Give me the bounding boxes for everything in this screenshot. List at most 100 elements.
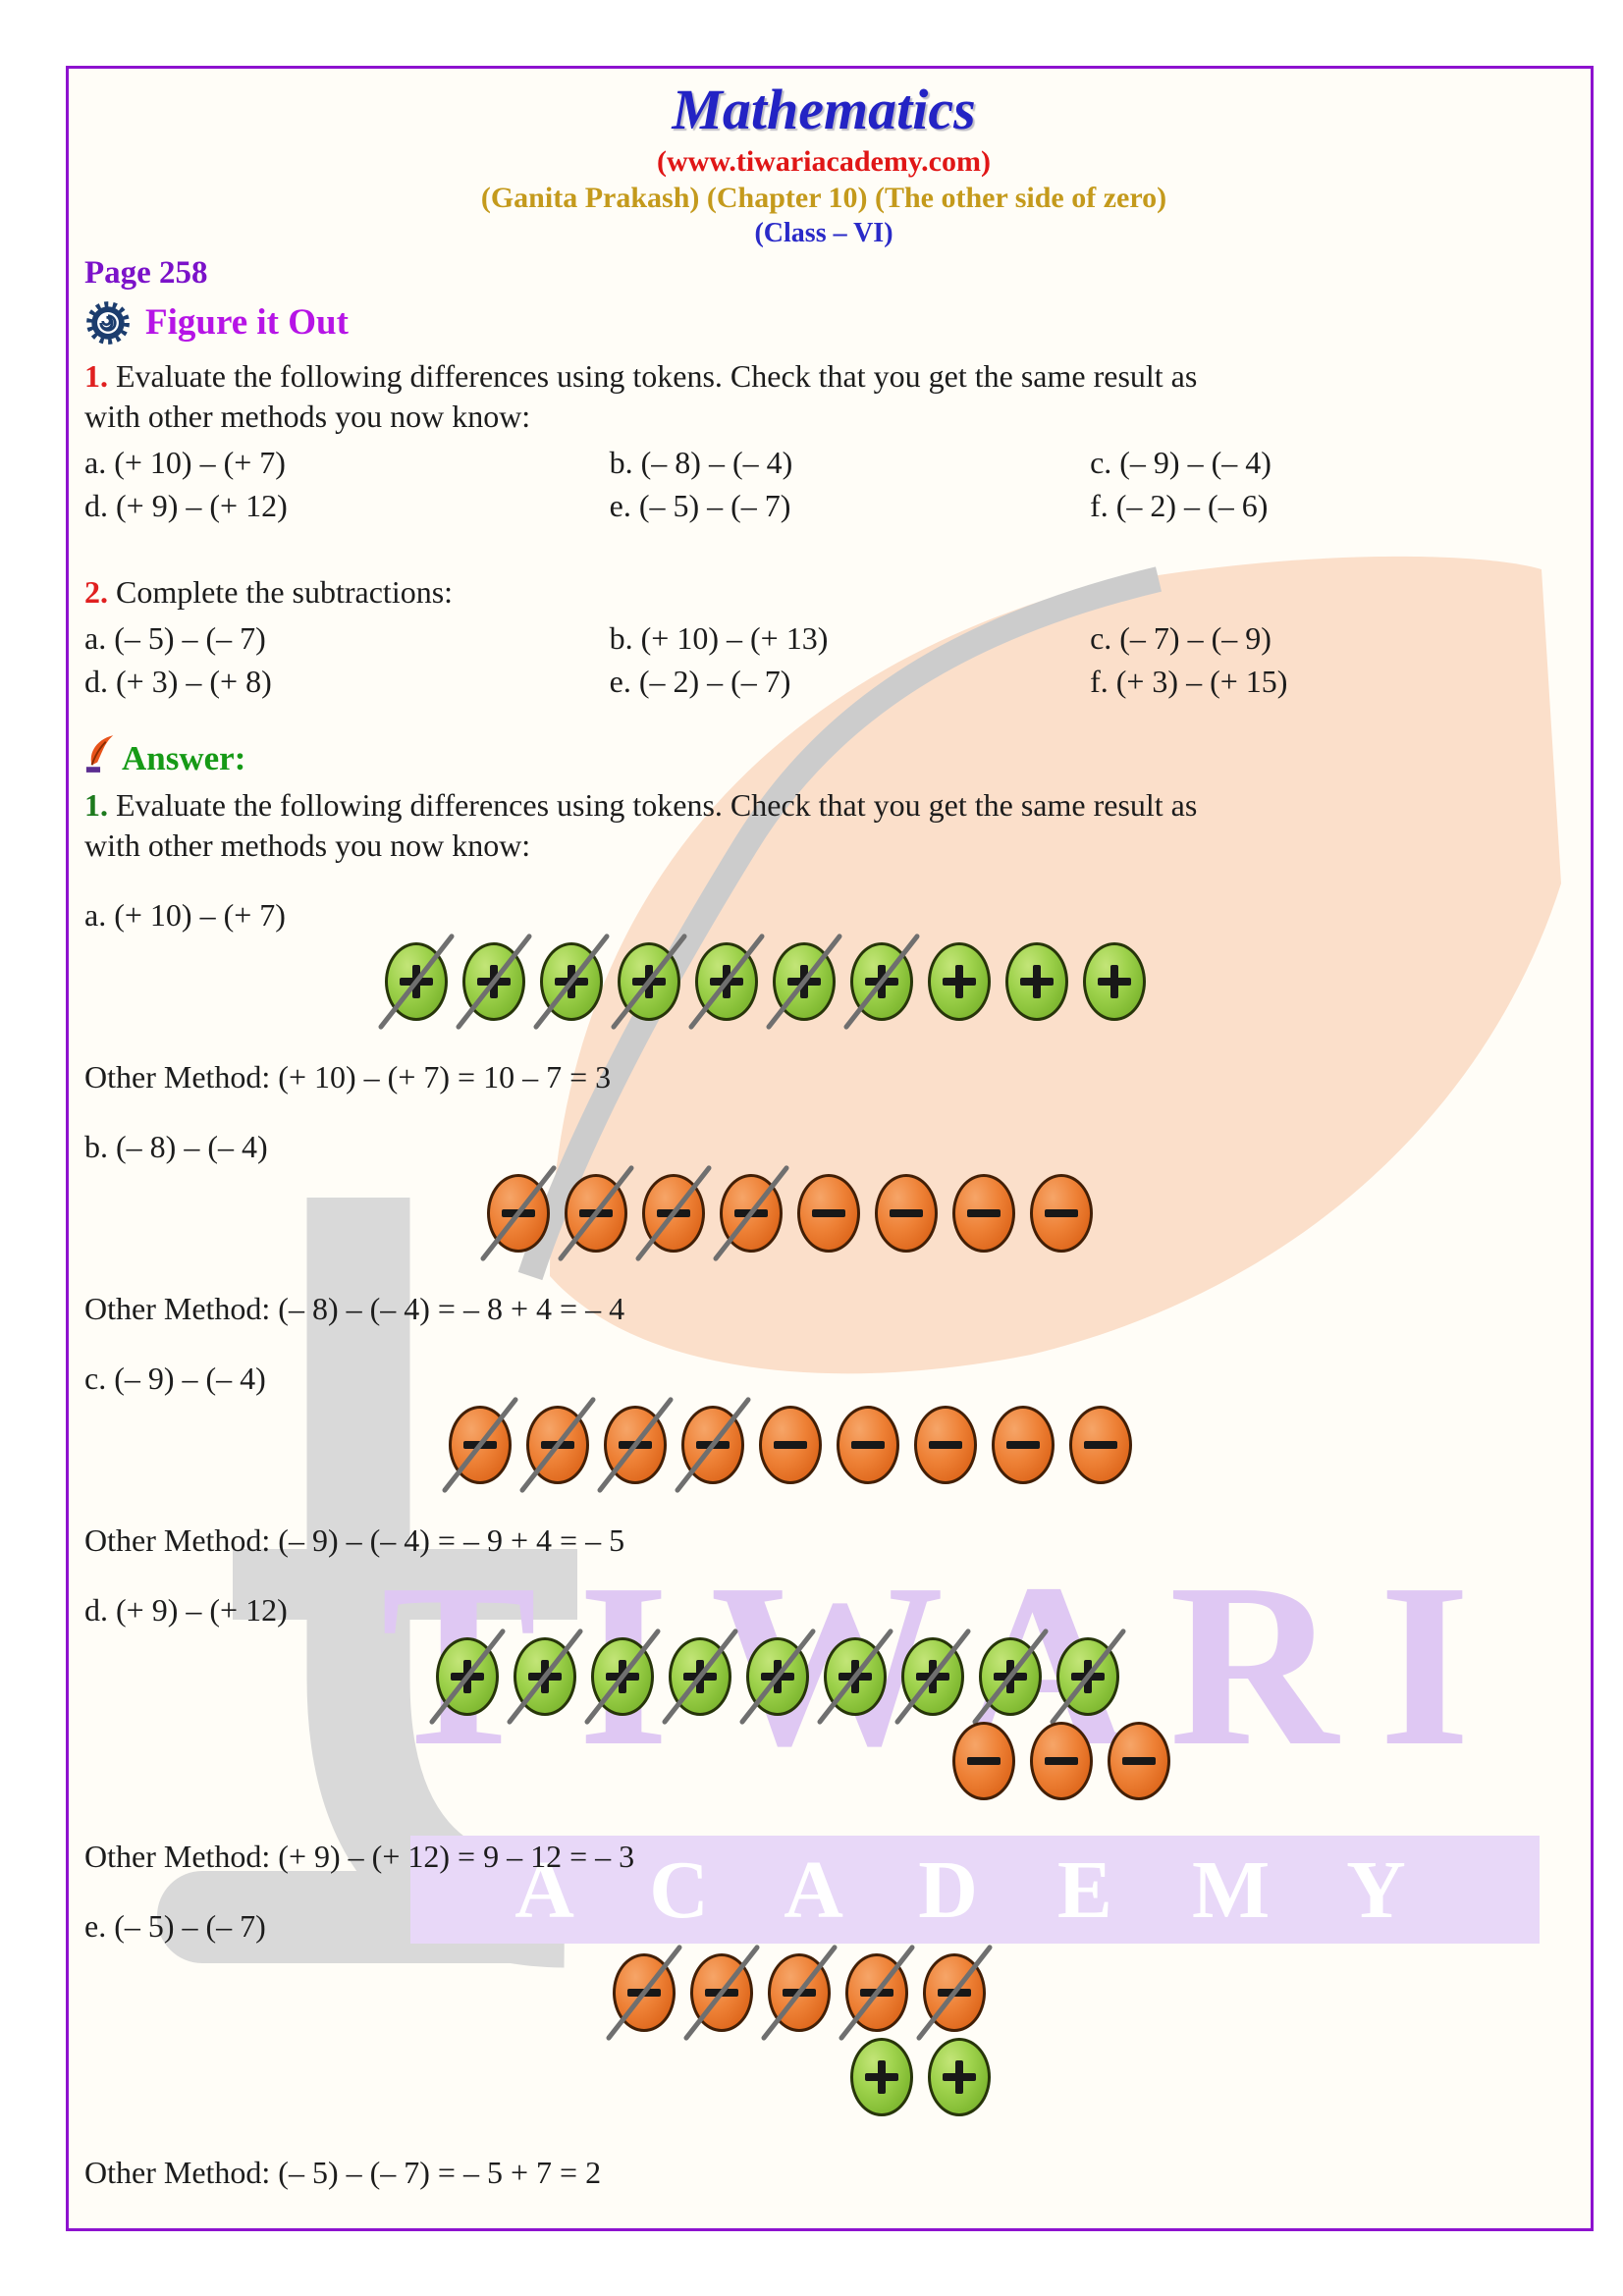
page-content: Mathematics (www.tiwariacademy.com) (Gan… bbox=[69, 69, 1591, 2193]
green-token bbox=[928, 2037, 991, 2116]
gear-icon bbox=[86, 300, 130, 345]
minus-sign bbox=[1121, 1743, 1157, 1779]
answer-label: Answer: bbox=[122, 738, 246, 777]
strike-line bbox=[455, 933, 533, 1031]
minus-sign bbox=[1044, 1196, 1079, 1231]
answer-question-1-restate: 1. Evaluate the following differences us… bbox=[84, 785, 1563, 866]
question-item: d. (+ 3) – (+ 8) bbox=[84, 663, 272, 699]
question-1-text-line1: Evaluate the following differences using… bbox=[116, 357, 1198, 394]
green-token bbox=[687, 933, 766, 1031]
book-chapter-line: (Ganita Prakash) (Chapter 10) (The other… bbox=[480, 181, 1167, 214]
strike-line bbox=[842, 933, 921, 1031]
other-method-text: Other Method: (+ 9) – (+ 12) = 9 – 12 = … bbox=[84, 1838, 635, 1874]
token-row bbox=[84, 1944, 1563, 2042]
green-token bbox=[1083, 941, 1146, 1021]
orange-token bbox=[674, 1396, 752, 1494]
strike-line bbox=[682, 1944, 761, 2042]
green-token bbox=[1049, 1628, 1127, 1726]
token-row bbox=[84, 1628, 1563, 1726]
strike-line bbox=[441, 1396, 519, 1494]
token-row bbox=[84, 1721, 1563, 1804]
question-item: e. (– 5) – (– 7) bbox=[609, 487, 791, 523]
green-token bbox=[842, 933, 921, 1031]
question-2-text: Complete the subtractions: bbox=[116, 573, 454, 610]
strike-line bbox=[971, 1628, 1050, 1726]
strike-line bbox=[816, 1628, 894, 1726]
strike-line bbox=[634, 1164, 713, 1262]
strike-line bbox=[915, 1944, 994, 2042]
minus-sign bbox=[1005, 1427, 1041, 1463]
orange-token bbox=[1108, 1721, 1170, 1800]
minus-sign bbox=[966, 1196, 1001, 1231]
page-title: Mathematics bbox=[672, 78, 976, 141]
question-2-number: 2. bbox=[84, 573, 108, 610]
orange-token bbox=[838, 1944, 916, 2042]
green-token bbox=[816, 1628, 894, 1726]
orange-token bbox=[1030, 1721, 1093, 1800]
answer-item-label: d. (+ 9) – (+ 12) bbox=[84, 1591, 288, 1628]
answer-question-1-number: 1. bbox=[84, 786, 108, 823]
strike-line bbox=[605, 1944, 683, 2042]
token-row bbox=[84, 933, 1563, 1031]
plus-sign bbox=[942, 2059, 977, 2095]
other-method-text: Other Method: (– 5) – (– 7) = – 5 + 7 = … bbox=[84, 2154, 602, 2190]
orange-token bbox=[634, 1164, 713, 1262]
question-2-options: a. (– 5) – (– 7) b. (+ 10) – (+ 13) c. (– … bbox=[84, 616, 1563, 703]
minus-sign bbox=[966, 1743, 1001, 1779]
website-link[interactable]: (www.tiwariacademy.com) bbox=[657, 144, 991, 178]
orange-token bbox=[605, 1944, 683, 2042]
strike-line bbox=[506, 1628, 584, 1726]
question-item: f. (+ 3) – (+ 15) bbox=[1090, 663, 1288, 699]
orange-token bbox=[557, 1164, 635, 1262]
green-token bbox=[661, 1628, 739, 1726]
green-token bbox=[455, 933, 533, 1031]
orange-token bbox=[992, 1405, 1055, 1484]
minus-sign bbox=[1044, 1743, 1079, 1779]
minus-sign bbox=[773, 1427, 808, 1463]
green-token bbox=[971, 1628, 1050, 1726]
strike-line bbox=[687, 933, 766, 1031]
strike-line bbox=[760, 1944, 839, 2042]
orange-token bbox=[760, 1944, 839, 2042]
question-1-number: 1. bbox=[84, 357, 108, 394]
question-item: b. (– 8) – (– 4) bbox=[609, 444, 793, 480]
strike-line bbox=[838, 1944, 916, 2042]
figure-it-out-heading: Figure it Out bbox=[84, 299, 1563, 347]
plus-sign bbox=[1097, 964, 1132, 999]
green-token bbox=[583, 1628, 662, 1726]
question-item: c. (– 9) – (– 4) bbox=[1090, 444, 1271, 480]
question-1-text-line2: with other methods you now know: bbox=[84, 398, 531, 434]
orange-token bbox=[712, 1164, 790, 1262]
answer-block: b. (– 8) – (– 4) Other Method: (– 8) – (–… bbox=[84, 1127, 1563, 1329]
question-item: a. (– 5) – (– 7) bbox=[84, 619, 266, 656]
class-line: (Class – VI) bbox=[754, 217, 893, 248]
strike-line bbox=[893, 1628, 972, 1726]
orange-token bbox=[952, 1173, 1015, 1253]
question-2: 2. Complete the subtractions: a. (– 5) –… bbox=[84, 572, 1563, 703]
green-token bbox=[377, 933, 456, 1031]
green-token bbox=[428, 1628, 507, 1726]
green-token bbox=[893, 1628, 972, 1726]
orange-token bbox=[596, 1396, 675, 1494]
answer-block: c. (– 9) – (– 4) Other Method: (– 9) – (–… bbox=[84, 1359, 1563, 1561]
question-item: b. (+ 10) – (+ 13) bbox=[609, 619, 829, 656]
strike-line bbox=[583, 1628, 662, 1726]
question-1-options: a. (+ 10) – (+ 7) b. (– 8) – (– 4) c. (– 9… bbox=[84, 441, 1563, 527]
strike-line bbox=[674, 1396, 752, 1494]
orange-token bbox=[759, 1405, 822, 1484]
other-method-text: Other Method: (+ 10) – (+ 7) = 10 – 7 = … bbox=[84, 1058, 612, 1095]
token-row bbox=[84, 1164, 1563, 1262]
orange-token bbox=[797, 1173, 860, 1253]
orange-token bbox=[1069, 1405, 1132, 1484]
strike-line bbox=[557, 1164, 635, 1262]
quill-pen-icon bbox=[85, 734, 114, 773]
page-header: Mathematics (www.tiwariacademy.com) (Gan… bbox=[84, 79, 1563, 249]
orange-token bbox=[837, 1405, 899, 1484]
strike-line bbox=[661, 1628, 739, 1726]
green-token bbox=[506, 1628, 584, 1726]
strike-line bbox=[610, 933, 688, 1031]
orange-token bbox=[479, 1164, 558, 1262]
question-item: e. (– 2) – (– 7) bbox=[609, 663, 791, 699]
minus-sign bbox=[1083, 1427, 1118, 1463]
worksheet-page: TIWARI A C A D E M Y Mathematics (www.ti… bbox=[66, 66, 1594, 2231]
